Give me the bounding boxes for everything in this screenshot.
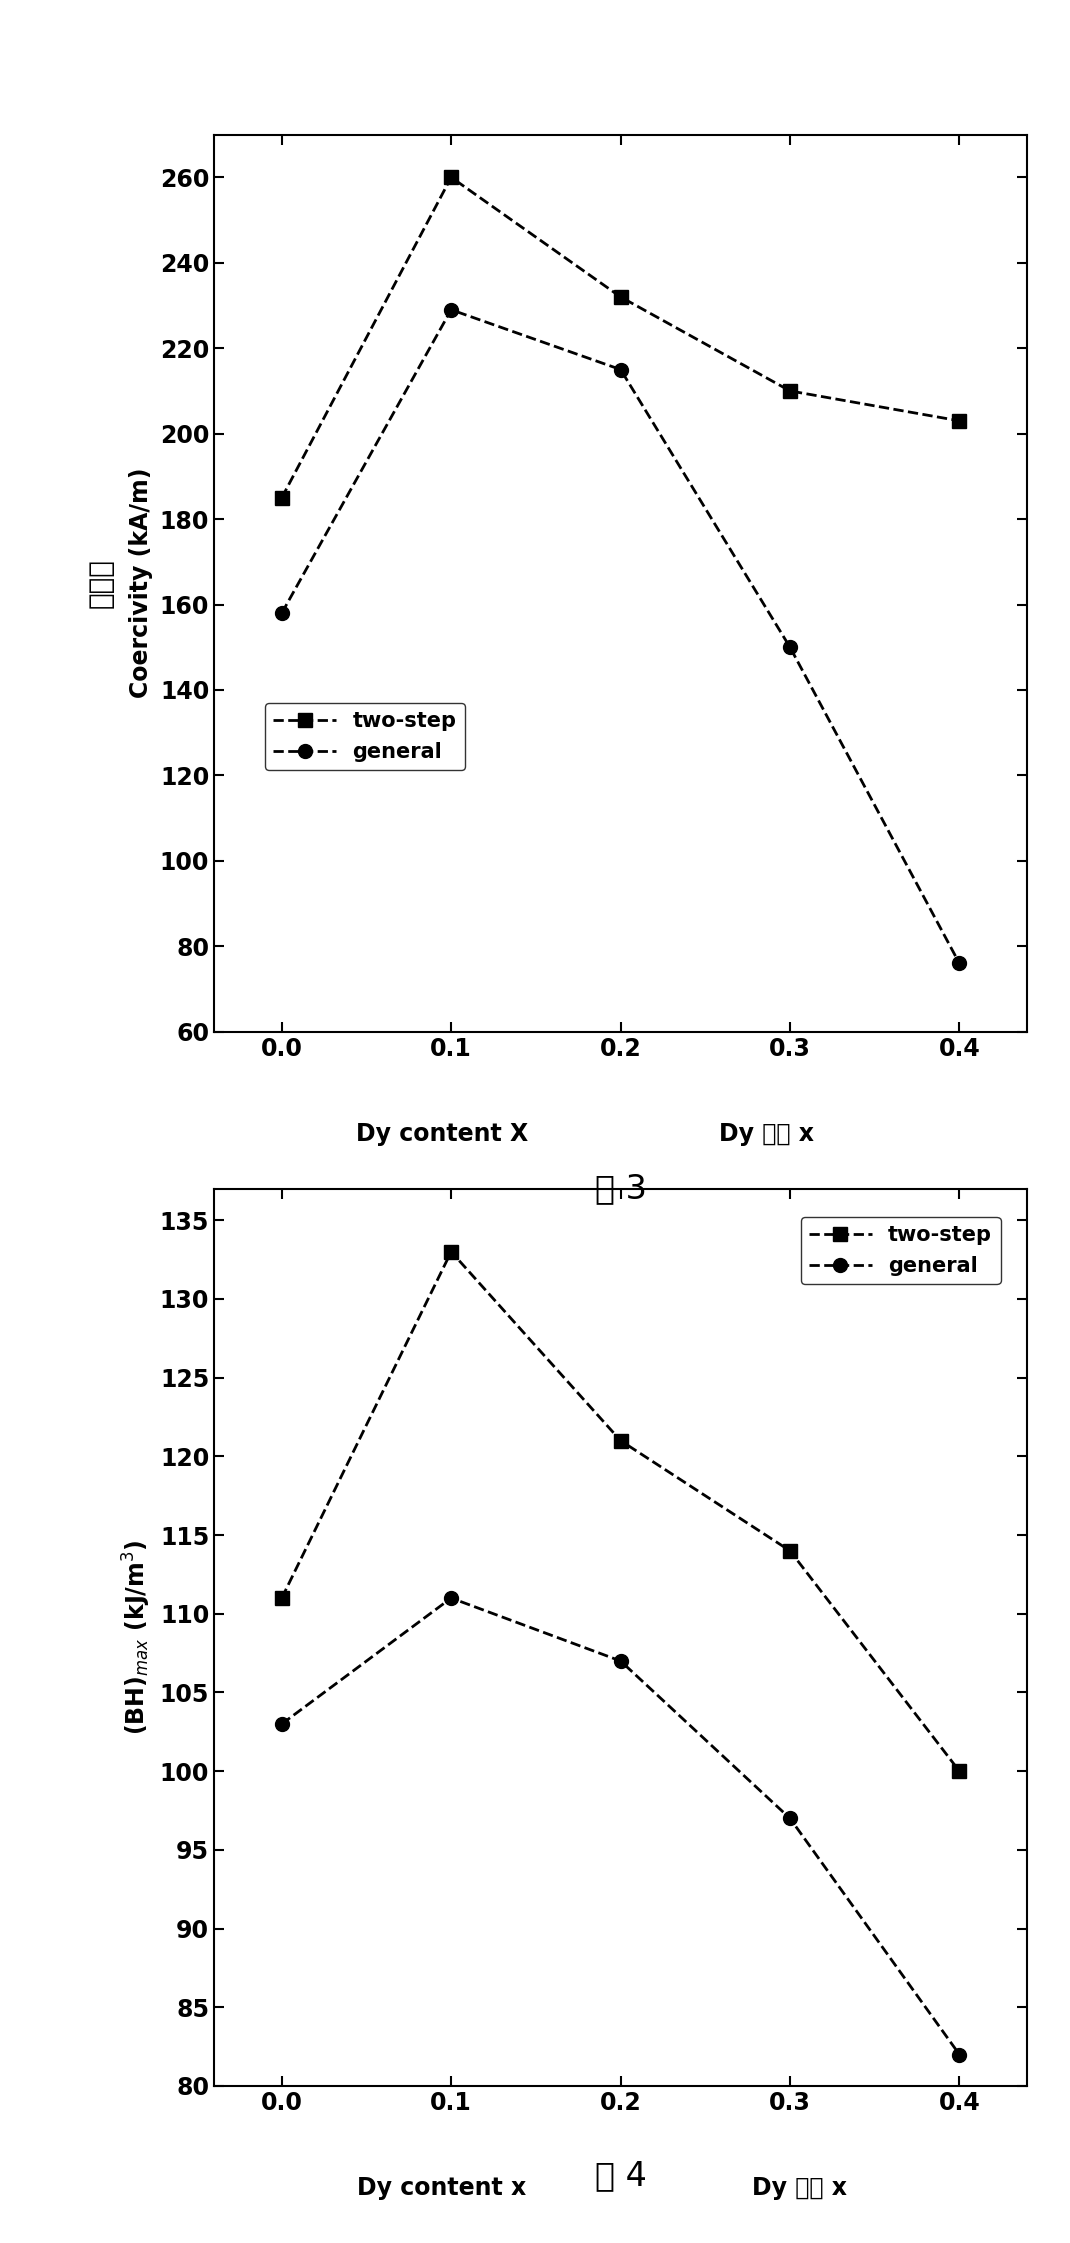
- Text: Dy 含量 x: Dy 含量 x: [719, 1122, 814, 1146]
- Text: 图 4: 图 4: [595, 2160, 646, 2191]
- two-step: [275, 484, 288, 511]
- two-step: [445, 1238, 458, 1265]
- general: [783, 1806, 796, 1833]
- two-step: [953, 408, 966, 435]
- general: [445, 296, 458, 323]
- Legend: two-step, general: two-step, general: [800, 1218, 1000, 1285]
- two-step: [445, 164, 458, 191]
- general: [953, 951, 966, 978]
- Line: general: general: [275, 1590, 966, 2061]
- Line: two-step: two-step: [275, 1245, 966, 1779]
- Text: Dy 含量 x: Dy 含量 x: [752, 2176, 847, 2200]
- Y-axis label: Coercivity (kA/m): Coercivity (kA/m): [128, 469, 153, 698]
- Text: Dy content x: Dy content x: [357, 2176, 526, 2200]
- two-step: [614, 1427, 627, 1453]
- general: [445, 1584, 458, 1610]
- two-step: [953, 1759, 966, 1785]
- Legend: two-step, general: two-step, general: [265, 702, 464, 769]
- two-step: [783, 1536, 796, 1563]
- general: [953, 2041, 966, 2068]
- general: [275, 599, 288, 626]
- Line: two-step: two-step: [275, 170, 966, 505]
- Text: 矫顷力: 矫顷力: [87, 559, 114, 608]
- general: [614, 357, 627, 384]
- two-step: [783, 377, 796, 404]
- general: [614, 1649, 627, 1676]
- general: [783, 635, 796, 662]
- general: [275, 1711, 288, 1738]
- Y-axis label: (BH)$_{max}$ (kJ/m$^3$): (BH)$_{max}$ (kJ/m$^3$): [121, 1539, 153, 1736]
- Line: general: general: [275, 303, 966, 971]
- two-step: [614, 283, 627, 310]
- Text: Dy content X: Dy content X: [355, 1122, 528, 1146]
- Text: 图 3: 图 3: [595, 1173, 646, 1204]
- two-step: [275, 1584, 288, 1610]
